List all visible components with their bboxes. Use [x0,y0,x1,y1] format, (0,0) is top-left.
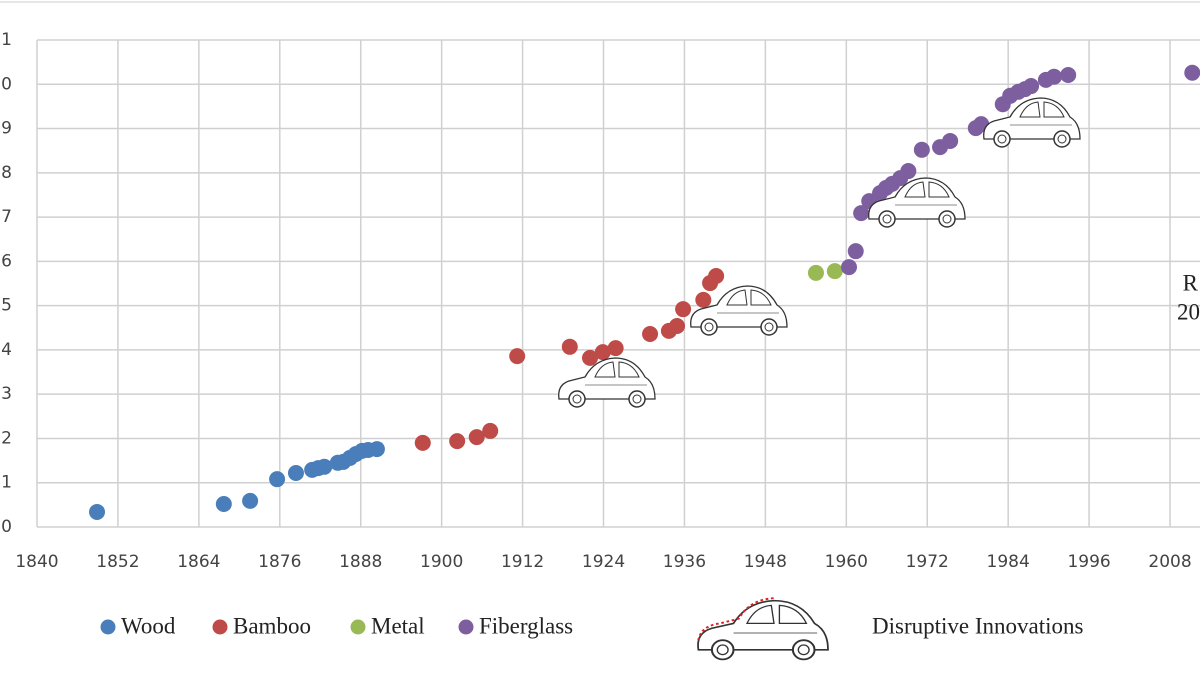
point [368,441,385,458]
legend-label: Bamboo [233,613,311,638]
point [482,422,499,439]
y-tick-label: 7 [1,207,12,227]
point [853,205,870,222]
y-tick-label: 1 [1,473,12,493]
x-tick-label: 1876 [258,552,301,572]
y-tick-label: 1 [1,30,12,50]
y-tick-label: 4 [1,340,12,360]
point [287,464,304,481]
y-tick-label: 2 [1,428,12,448]
legend-label: Fiberglass [479,613,573,638]
point [561,338,578,355]
point [316,458,333,475]
x-tick-label: 2008 [1148,552,1191,572]
point [841,259,857,276]
car-icon [557,357,656,408]
y-tick-label: 8 [1,163,12,183]
point [215,495,232,512]
x-tick-label: 1888 [339,552,382,572]
y-tick-label: 0 [1,74,12,94]
x-tick-label: 1948 [744,552,787,572]
legend-marker [100,619,116,635]
car-icons [557,97,1081,408]
point [509,348,526,365]
y-tick-label: 6 [1,251,12,271]
x-tick-label: 1852 [96,552,139,572]
legend-marker [458,619,474,635]
legend-label: Disruptive Innovations [872,613,1083,638]
point [669,318,686,335]
y-tick-label: 5 [1,296,12,316]
point [708,267,725,284]
annotation: R [1183,270,1199,295]
x-tick-label: 1984 [987,552,1030,572]
point [414,434,431,451]
annotation: 20 [1177,299,1200,324]
point [642,325,659,342]
x-tick-label: 1864 [177,552,220,572]
y-tick-label: 3 [1,384,12,404]
legend-label: Wood [121,613,176,638]
point [1184,64,1200,81]
x-tick-label: 1972 [906,552,949,572]
legend-marker [350,619,366,635]
legend-marker [212,619,228,635]
x-tick-label: 1900 [420,552,463,572]
point [468,429,485,446]
x-tick-label: 1936 [663,552,706,572]
x-tick-label: 1996 [1067,552,1110,572]
legend-car-icon [697,597,830,661]
y-tick-label: 0 [1,517,12,537]
point [594,344,611,361]
point [913,141,930,158]
point [582,349,599,366]
legend-label: Metal [371,613,425,638]
point [1060,66,1077,83]
point [900,163,917,180]
point [942,132,959,149]
point [675,301,692,318]
point [1023,78,1040,95]
point [449,433,466,450]
point [807,264,824,281]
point [695,291,712,308]
point [847,243,864,260]
point [242,492,259,509]
x-tick-label: 1840 [15,552,58,572]
point [269,471,286,488]
point [89,503,106,520]
point [607,340,624,357]
x-tick-label: 1960 [825,552,868,572]
point [1046,68,1063,85]
point [826,263,843,280]
x-tick-label: 1924 [582,552,625,572]
x-tick-label: 1912 [501,552,544,572]
legend: Wood Bamboo Metal Fiberglass [100,613,573,638]
y-tick-label: 9 [1,119,12,139]
points [89,64,1200,520]
